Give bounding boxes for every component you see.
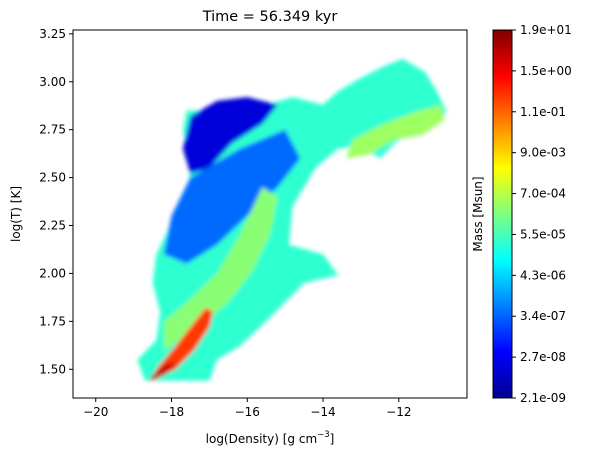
colorbar-tick-label: 1.5e+00: [520, 64, 572, 78]
x-tick-label: −12: [386, 405, 411, 419]
heatmap-region-right-yellow-arm: [345, 104, 445, 159]
y-tick-label: 2.75: [39, 123, 66, 137]
x-tick-label: −16: [235, 405, 260, 419]
colorbar-label: Mass [Msun]: [471, 176, 485, 251]
colorbar-tick-label: 1.9e+01: [520, 23, 572, 37]
x-tick-label: −18: [159, 405, 184, 419]
colorbar-ticks: 2.1e-09 2.7e-08 3.4e-07 4.3e-06 5.5e-05 7.0e-…: [512, 23, 572, 405]
colorbar-tick-label: 1.1e-01: [520, 105, 566, 119]
heatmap-region-dense-orange-ridge: [152, 307, 214, 381]
x-axis-label-main: log(Density) [g cm: [206, 432, 318, 446]
x-axis: −20 −18 −16 −14 −12: [83, 398, 411, 419]
y-axis-label: log(T) [K]: [9, 186, 23, 242]
x-axis-label-close: ]: [330, 432, 335, 446]
plot-area: [137, 58, 447, 381]
colorbar: [492, 29, 513, 399]
heatmap-region-dense-red-core: [148, 363, 176, 381]
y-tick-label: 1.75: [39, 314, 66, 328]
colorbar-tick-label: 2.7e-08: [520, 350, 566, 364]
colorbar-tick-label: 3.4e-07: [520, 309, 566, 323]
heatmap-regions: [137, 58, 447, 381]
heatmap-region-central-green-diagonal: [163, 187, 278, 351]
heatmap-region-upper-cyan-band: [163, 129, 301, 264]
y-tick-label: 2.00: [39, 266, 66, 280]
y-tick-label: 1.50: [39, 362, 66, 376]
x-tick-label: −14: [310, 405, 335, 419]
y-tick-label: 3.00: [39, 75, 66, 89]
y-tick-label: 2.25: [39, 219, 66, 233]
x-axis-label: log(Density) [g cm−3]: [206, 430, 335, 446]
y-axis: 1.50 1.75 2.00 2.25 2.50 2.75 3.00 3.25: [39, 27, 73, 376]
y-tick-label: 3.25: [39, 27, 66, 41]
colorbar-tick-label: 5.5e-05: [520, 227, 566, 241]
chart-title: Time = 56.349 kyr: [202, 9, 338, 25]
x-tick-label: −20: [83, 405, 108, 419]
plot-frame: [72, 29, 468, 399]
colorbar-tick-label: 4.3e-06: [520, 268, 566, 282]
heatmap-region-upper-left-blue: [182, 97, 278, 174]
y-tick-label: 2.50: [39, 171, 66, 185]
x-axis-label-superscript: −3: [317, 430, 330, 440]
colorbar-tick-label: 2.1e-09: [520, 391, 566, 405]
colorbar-tick-label: 7.0e-04: [520, 187, 566, 201]
colorbar-tick-label: 9.0e-03: [520, 146, 566, 160]
